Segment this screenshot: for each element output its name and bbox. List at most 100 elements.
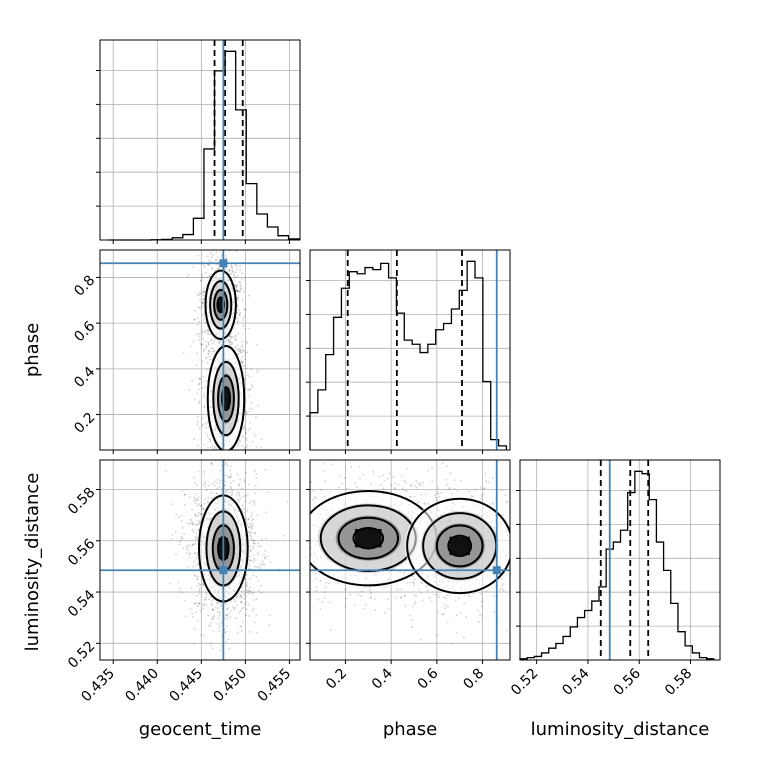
sample-point — [194, 543, 197, 545]
sample-point — [251, 522, 253, 525]
sample-point — [202, 297, 205, 300]
sample-point — [205, 272, 208, 274]
sample-point — [197, 317, 199, 320]
sample-point — [197, 306, 200, 309]
sample-point — [417, 501, 420, 504]
sample-point — [216, 492, 219, 495]
xtick-label-phase-2_1-0: 0.2 — [323, 666, 350, 693]
sample-point — [296, 518, 298, 520]
sample-point — [244, 276, 246, 279]
frame-phase — [309, 249, 511, 451]
sample-point — [238, 314, 241, 316]
sample-point — [228, 269, 231, 272]
sample-point — [240, 625, 243, 628]
sample-point — [251, 512, 254, 515]
sample-point — [403, 594, 406, 597]
sample-point — [211, 253, 214, 256]
sample-point — [413, 594, 416, 596]
sample-point — [243, 446, 246, 449]
sample-point — [233, 274, 236, 277]
sample-point — [208, 355, 211, 358]
sample-point — [265, 537, 267, 540]
xlabel-phase: phase — [383, 719, 437, 740]
sample-point — [280, 512, 282, 514]
sample-point — [244, 603, 246, 606]
sample-point — [192, 476, 195, 479]
sample-point — [238, 308, 240, 311]
sample-point — [355, 486, 358, 488]
sample-point — [223, 268, 226, 270]
sample-point — [236, 604, 238, 607]
sample-point — [236, 275, 239, 278]
sample-point — [195, 352, 198, 355]
sample-point — [241, 590, 244, 593]
sample-point — [512, 512, 514, 514]
sample-point — [243, 479, 246, 482]
sample-point — [264, 557, 266, 559]
sample-point — [197, 254, 200, 257]
sample-point — [249, 471, 251, 473]
sample-point — [197, 528, 200, 531]
sample-point — [281, 542, 283, 544]
sample-point — [196, 324, 199, 326]
sample-point — [205, 453, 207, 455]
sample-point — [224, 453, 226, 455]
sample-point — [250, 515, 253, 518]
sample-point — [185, 615, 187, 618]
sample-point — [206, 421, 208, 424]
sample-point — [235, 289, 238, 292]
sample-point — [235, 286, 238, 289]
sample-point — [193, 438, 195, 440]
sample-point — [255, 598, 258, 600]
sample-point — [204, 486, 207, 488]
sample-point — [281, 538, 283, 540]
contour-0-2 — [337, 516, 399, 560]
sample-point — [213, 484, 216, 487]
sample-point — [201, 387, 203, 389]
sample-point — [237, 484, 240, 487]
sample-point — [197, 402, 200, 404]
sample-point — [274, 476, 276, 478]
sample-point — [244, 358, 246, 361]
sample-point — [235, 317, 238, 320]
sample-point — [209, 438, 212, 441]
sample-point — [448, 487, 451, 489]
hist-panel-luminosity_distance: 0.52 0.54 0.56 0.58 — [508, 459, 721, 699]
sample-point — [475, 457, 477, 459]
sample-point — [241, 356, 244, 358]
sample-point — [203, 470, 206, 473]
sample-point — [169, 582, 172, 585]
sample-point — [196, 333, 198, 336]
sample-point — [202, 395, 205, 398]
sample-point — [203, 405, 206, 408]
sample-point — [211, 615, 214, 618]
sample-point — [554, 568, 556, 570]
sample-point — [200, 504, 203, 507]
xlabel-geocent-time: geocent_time — [139, 719, 262, 740]
sample-point — [229, 343, 232, 346]
sample-point — [243, 458, 245, 460]
sample-point — [229, 336, 232, 339]
sample-point — [204, 386, 207, 389]
contour-0-3 — [352, 526, 385, 550]
sample-point — [403, 480, 406, 482]
sample-point — [505, 500, 508, 503]
sample-point — [453, 479, 456, 482]
sample-point — [396, 588, 399, 591]
sample-point — [252, 542, 255, 545]
sample-point — [224, 631, 226, 634]
sample-point — [255, 631, 258, 634]
sample-point — [329, 490, 332, 493]
sample-point — [212, 630, 214, 632]
sample-point — [303, 532, 305, 534]
sample-point — [231, 491, 234, 494]
sample-point — [259, 545, 262, 547]
sample-point — [301, 585, 303, 587]
sample-point — [253, 557, 256, 560]
sample-point — [304, 538, 306, 540]
sample-point — [194, 398, 196, 401]
sample-point — [194, 318, 196, 321]
sample-point — [232, 606, 235, 608]
sample-point — [312, 489, 314, 492]
sample-point — [250, 368, 253, 371]
